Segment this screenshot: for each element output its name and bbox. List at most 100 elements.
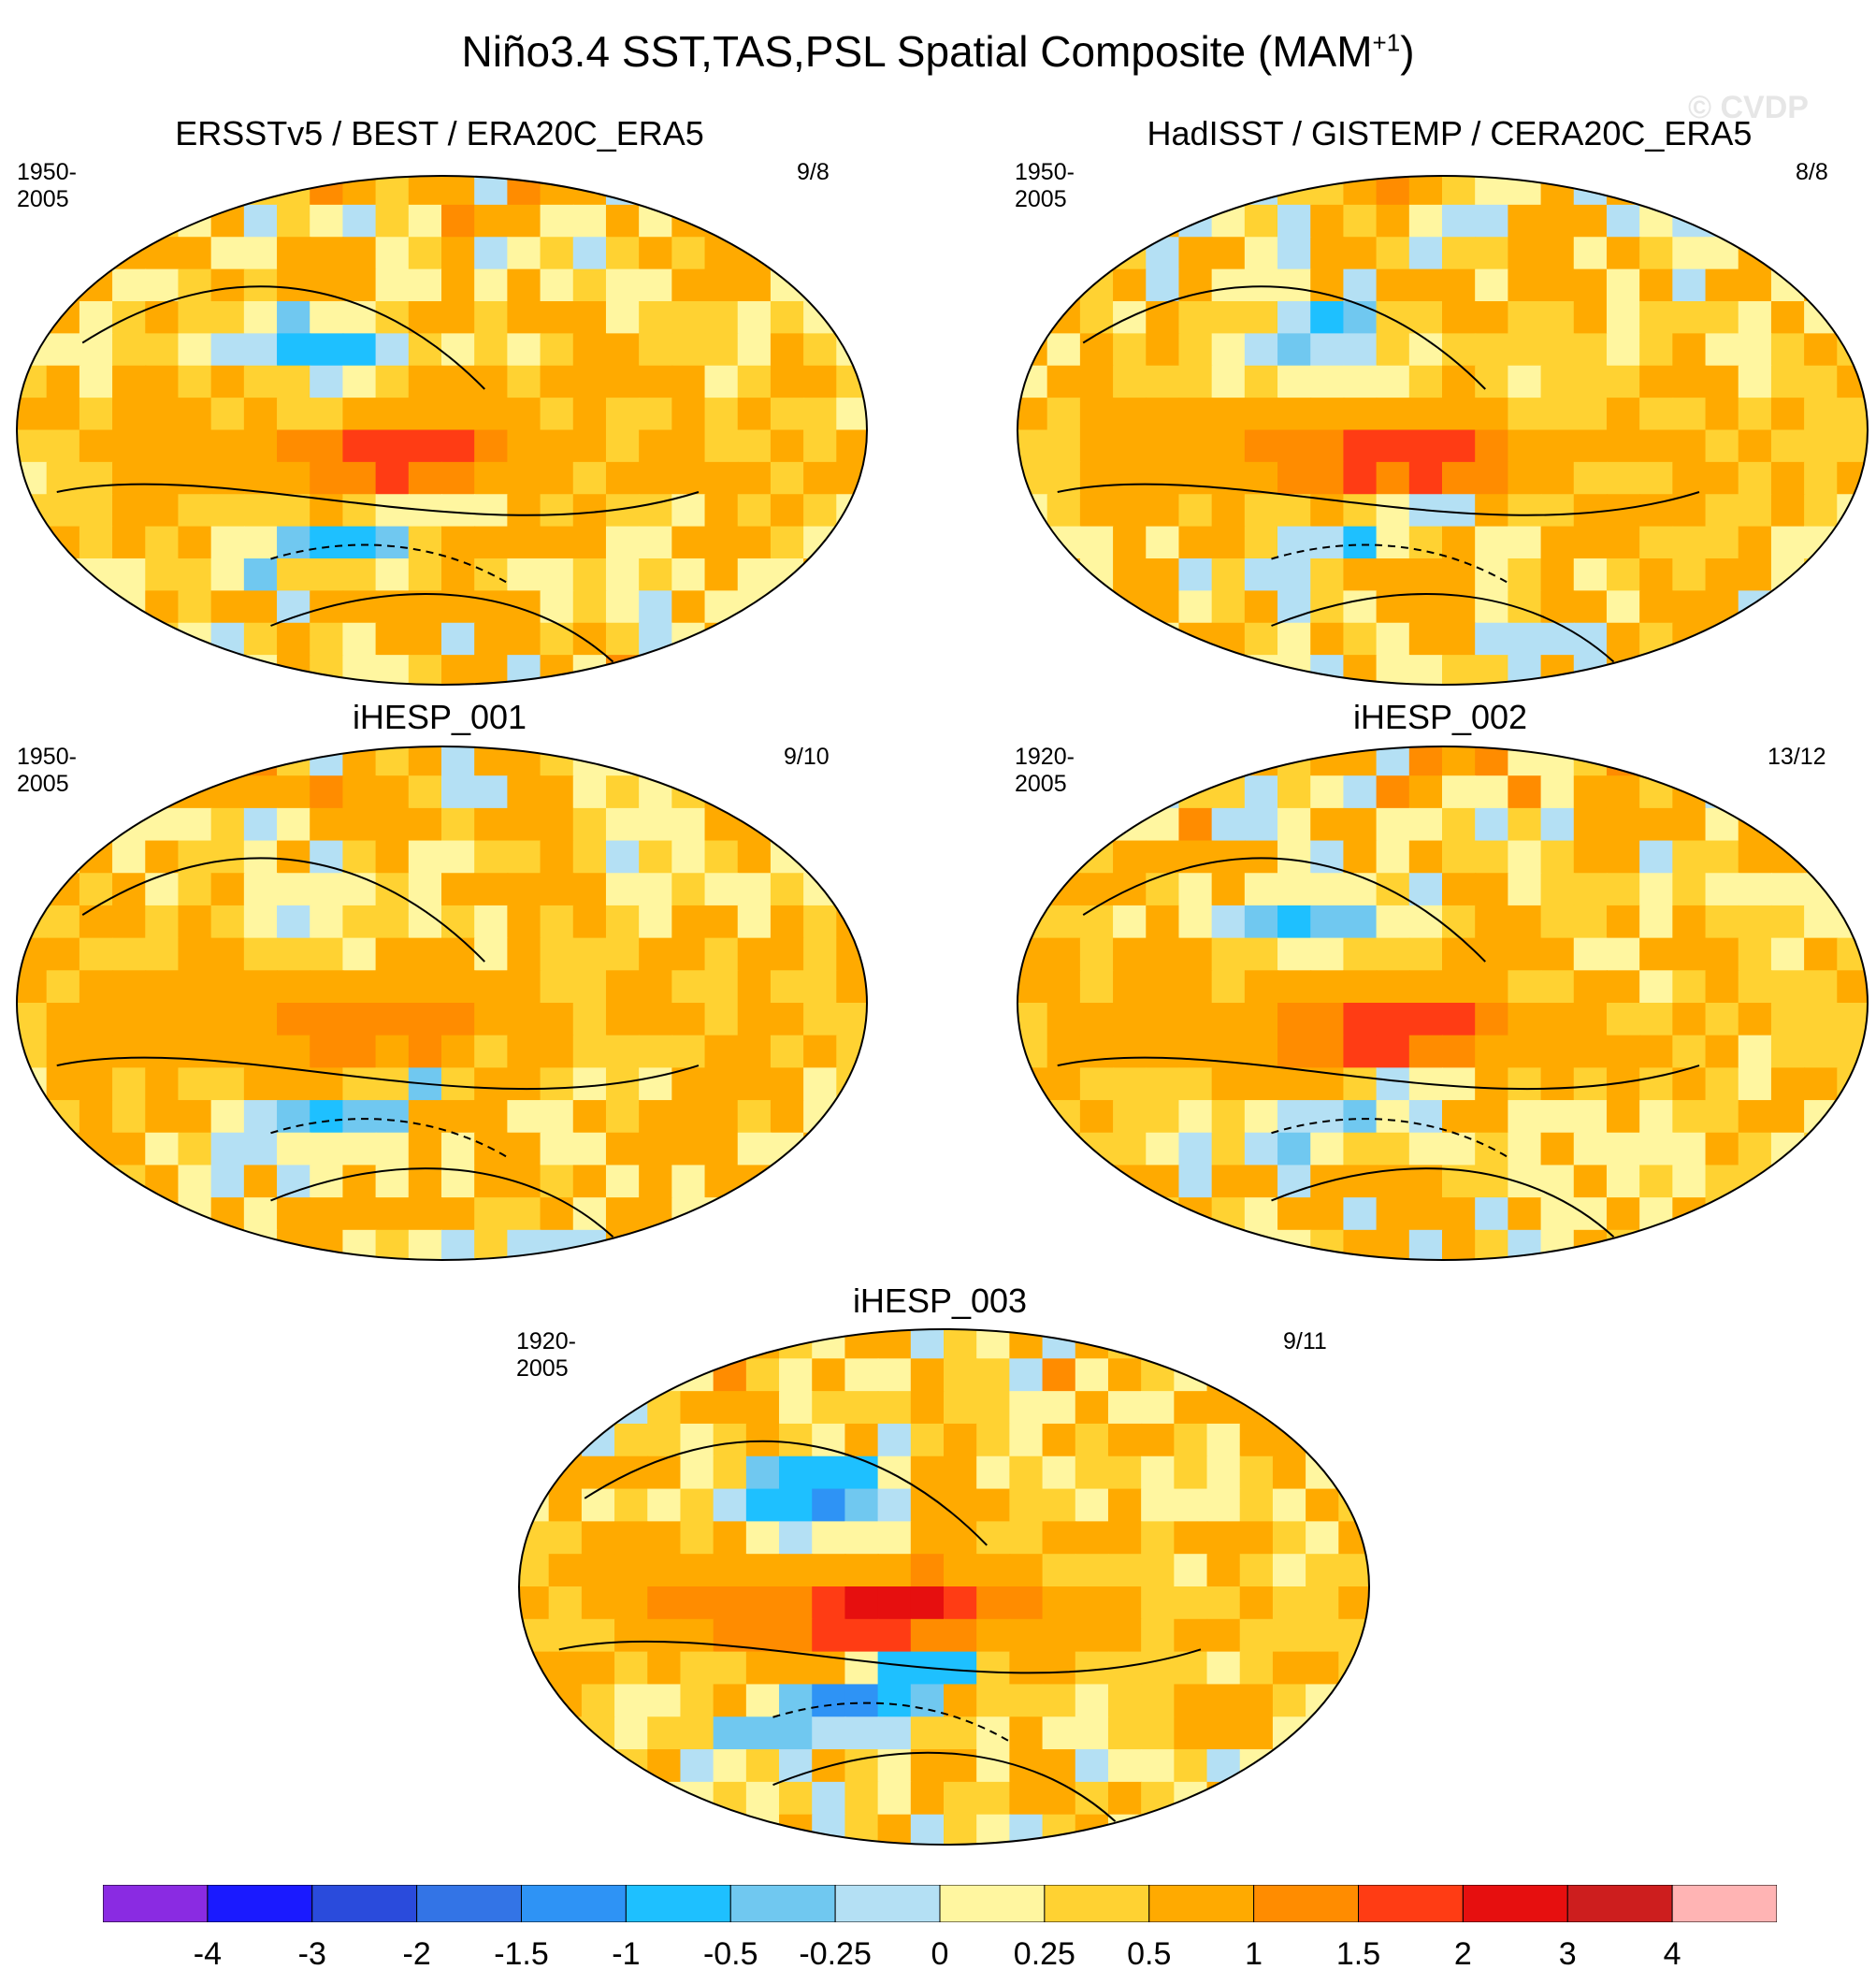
map-cell (704, 429, 739, 463)
map-cell (1113, 398, 1147, 431)
map-cell (507, 775, 541, 809)
map-cell (836, 905, 867, 939)
map-cell (1141, 1455, 1176, 1490)
map-cell (1738, 429, 1772, 463)
map-cell (647, 1455, 682, 1490)
map-cell (1408, 301, 1443, 335)
map-cell (812, 1329, 846, 1360)
map-cell (1376, 905, 1410, 939)
map-cell (713, 1814, 747, 1845)
map-cell (581, 1329, 616, 1360)
map-cell (79, 746, 114, 777)
map-cell (1178, 622, 1213, 657)
map-cell (581, 1814, 616, 1845)
map-cell (671, 1165, 706, 1199)
map-cell (1046, 655, 1081, 685)
map-cell (112, 1229, 147, 1260)
map-cell (1540, 775, 1575, 809)
map-cell (1178, 365, 1213, 399)
map-cell (671, 1100, 706, 1134)
map-cell (1376, 1035, 1410, 1069)
map-cell (1343, 204, 1378, 239)
map-cell (1508, 873, 1542, 906)
map-cell (1338, 1329, 1369, 1360)
map-cell (1837, 204, 1868, 239)
map-cell (1310, 365, 1345, 399)
map-cell (1606, 937, 1641, 972)
map-cell (1178, 1165, 1213, 1199)
map-cell (639, 494, 673, 528)
map-outline (16, 746, 868, 1261)
map-cell (17, 558, 48, 592)
map-cell (1672, 655, 1707, 685)
map-cell (1009, 1618, 1044, 1653)
map-cell (1606, 398, 1641, 431)
map-cell (1046, 558, 1081, 592)
map-cell (1573, 429, 1608, 463)
map-cell (145, 526, 180, 559)
map-cell (1211, 840, 1246, 875)
map-cell (46, 1197, 80, 1231)
map-cell (976, 1651, 1011, 1686)
map-cell (145, 176, 180, 206)
map-cell (1046, 970, 1081, 1004)
map-cell (614, 1684, 649, 1718)
map-cell (1017, 1132, 1048, 1166)
map-cell (1770, 1067, 1806, 1102)
map-cell (441, 775, 476, 809)
map-cell (310, 333, 344, 367)
map-cell (844, 1358, 879, 1393)
map-cell (1475, 873, 1509, 906)
map-cell (408, 1003, 442, 1036)
map-cell (803, 1067, 838, 1102)
map-cell (605, 333, 641, 367)
map-cell (1770, 807, 1806, 842)
map-cell (243, 970, 279, 1004)
map-cell (1540, 204, 1575, 239)
map-cell (1009, 1684, 1044, 1718)
map-cell (1508, 461, 1542, 496)
map-cell (1442, 204, 1477, 239)
map-cell (803, 365, 838, 399)
map-cell (572, 873, 607, 906)
map-cell (17, 398, 48, 431)
map-cell (1017, 746, 1048, 777)
map-cell (1738, 461, 1772, 496)
map-cell (1804, 494, 1839, 528)
map-cell (178, 494, 212, 528)
map-cell (671, 840, 706, 875)
map-cell (342, 655, 377, 685)
map-cell (408, 1035, 442, 1069)
map-cell (1343, 237, 1378, 270)
map-cell (1211, 937, 1246, 972)
map-cell (17, 590, 48, 624)
map-cell (1705, 237, 1739, 270)
map-cell (944, 1814, 978, 1845)
map-cell (770, 1165, 805, 1199)
map-cell (1141, 1684, 1176, 1718)
map-cell (145, 494, 180, 528)
map-cell (1272, 1586, 1307, 1620)
map-cell (1475, 494, 1509, 528)
map-cell (507, 429, 541, 463)
map-cell (1672, 622, 1707, 657)
map-cell (944, 1651, 978, 1686)
map-cell (1705, 333, 1739, 367)
map-cell (1508, 558, 1542, 592)
map-cell (639, 807, 673, 842)
map-cell (243, 1067, 279, 1102)
map-cell (1738, 1229, 1772, 1260)
map-cell (375, 1003, 410, 1036)
map-cell (1178, 807, 1213, 842)
map-cell (614, 1329, 649, 1360)
map-cell (1146, 1067, 1180, 1102)
map-cell (1310, 398, 1345, 431)
map-cell (1738, 746, 1772, 777)
map-cell (1837, 655, 1868, 685)
map-cell (1672, 1100, 1707, 1134)
map-cell (1672, 840, 1707, 875)
map-cell (474, 204, 509, 239)
map-cell (1141, 1618, 1176, 1653)
map-cell (1442, 970, 1477, 1004)
map-cell (1408, 365, 1443, 399)
